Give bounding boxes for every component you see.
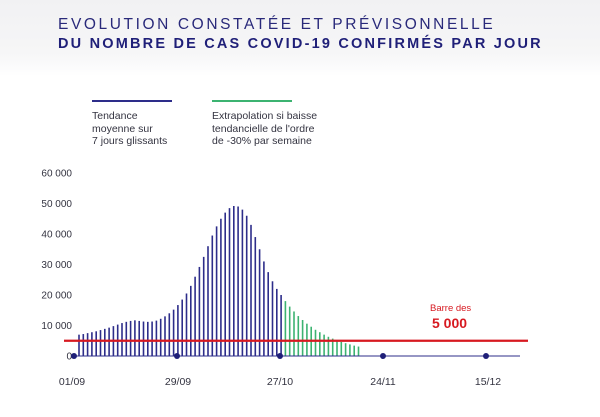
- x-tick-dot: [483, 353, 489, 359]
- x-tick-label: 24/11: [370, 376, 396, 388]
- legend-swatch-observed: [92, 100, 172, 102]
- x-tick-dot: [277, 353, 283, 359]
- legend-label-forecast: Extrapolation si baisse tendancielle de …: [212, 110, 318, 147]
- x-tick-label: 01/09: [59, 376, 85, 388]
- y-tick-label: 40 000: [41, 230, 72, 241]
- x-tick-dot: [380, 353, 386, 359]
- x-tick-label: 15/12: [475, 376, 501, 388]
- y-tick-label: 20 000: [41, 291, 72, 302]
- x-tick-label: 29/09: [165, 376, 191, 388]
- y-tick-label: 10 000: [41, 321, 72, 332]
- y-tick-label: 50 000: [41, 199, 72, 210]
- legend-item-observed: Tendance moyenne sur 7 jours glissants: [92, 100, 172, 148]
- y-tick-label: 0: [66, 352, 72, 363]
- legend-label-observed: Tendance moyenne sur 7 jours glissants: [92, 110, 168, 147]
- y-tick-label: 60 000: [41, 169, 72, 180]
- chart-title-line1: EVOLUTION CONSTATÉE ET PRÉVISONNELLE: [58, 16, 496, 33]
- x-tick-dot: [71, 353, 77, 359]
- y-tick-label: 30 000: [41, 260, 72, 271]
- threshold-annotation-label: Barre des: [430, 303, 471, 314]
- legend-item-forecast: Extrapolation si baisse tendancielle de …: [212, 100, 317, 148]
- title-band: [0, 0, 600, 76]
- chart-title-line2: DU NOMBRE DE CAS COVID-19 CONFIRMÉS PAR …: [58, 36, 543, 52]
- x-tick-dot: [174, 353, 180, 359]
- x-tick-label: 27/10: [267, 376, 293, 388]
- threshold-annotation-value: 5 000: [432, 315, 467, 331]
- legend-swatch-forecast: [212, 100, 292, 102]
